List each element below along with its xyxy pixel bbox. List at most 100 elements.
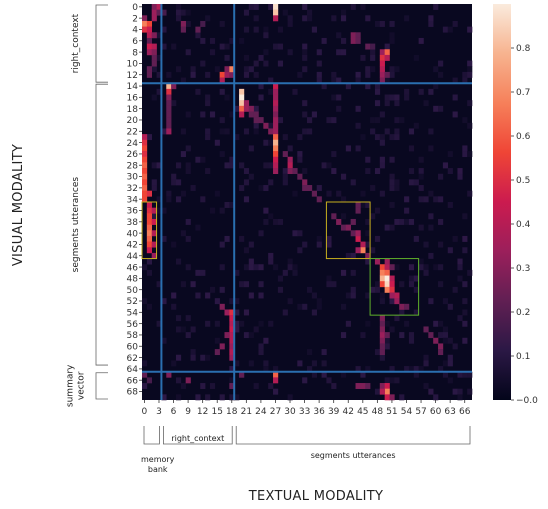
heatmap-cell: [273, 88, 279, 95]
x-group-label: bank: [148, 465, 168, 474]
heatmap-cell-bg: [428, 388, 434, 395]
heatmap-cell-bg: [384, 94, 390, 101]
heatmap-cell-bg: [404, 88, 410, 95]
heatmap-cell-bg: [307, 117, 313, 124]
heatmap-cell-bg: [428, 213, 434, 220]
heatmap-cell-bg: [219, 264, 225, 271]
heatmap-cell-bg: [467, 122, 473, 129]
y-tick-label: 56: [127, 320, 139, 330]
heatmap-cell: [273, 83, 279, 90]
heatmap-cell-bg: [384, 224, 390, 231]
heatmap-cell: [384, 269, 390, 276]
heatmap-cell-bg: [209, 49, 216, 56]
heatmap-cell: [384, 332, 390, 339]
heatmap-cell-bg: [277, 218, 284, 225]
heatmap-cell-bg: [234, 320, 240, 327]
heatmap-cell-bg: [418, 258, 424, 265]
heatmap-cell-bg: [205, 128, 211, 135]
heatmap-cell-bg: [156, 54, 162, 61]
heatmap-cell-bg: [180, 151, 186, 158]
heatmap-cell-bg: [379, 139, 385, 146]
heatmap-cell-bg: [243, 281, 250, 288]
heatmap-cell-bg: [408, 366, 415, 373]
heatmap-cell: [273, 151, 279, 158]
heatmap-cell-bg: [374, 281, 381, 288]
heatmap-cell-bg: [258, 54, 264, 61]
heatmap-cell-bg: [379, 134, 385, 141]
y-tick-label: 38: [127, 218, 139, 228]
heatmap-cell-bg: [302, 100, 308, 107]
heatmap-cell-bg: [331, 117, 337, 124]
heatmap-cell-bg: [340, 49, 347, 56]
heatmap-cell-bg: [171, 292, 177, 299]
heatmap-cell-bg: [219, 241, 225, 248]
heatmap-cell-bg: [413, 366, 419, 373]
heatmap-cell-bg: [428, 252, 434, 259]
heatmap-cell: [146, 224, 153, 231]
heatmap-cell: [370, 43, 376, 50]
heatmap-cell-bg: [282, 9, 288, 16]
heatmap-cell: [239, 371, 245, 378]
heatmap-cell: [224, 71, 230, 78]
heatmap-cell-bg: [404, 218, 410, 225]
y-tick-label: 28: [127, 161, 139, 171]
heatmap-cell-bg: [379, 298, 385, 305]
heatmap-cell-bg: [462, 298, 468, 305]
heatmap-cell-bg: [321, 371, 327, 378]
heatmap-cell: [229, 326, 235, 333]
heatmap-cell-bg: [195, 292, 201, 299]
y-tick-label: 50: [127, 286, 139, 296]
heatmap-cell-bg: [374, 207, 381, 214]
heatmap-cell-bg: [297, 230, 303, 237]
heatmap-cell: [146, 43, 153, 50]
heatmap-cell-bg: [234, 134, 240, 141]
heatmap-cell-bg: [350, 252, 356, 259]
heatmap-cell: [166, 83, 172, 90]
heatmap-cell-bg: [258, 264, 264, 271]
heatmap-cell-bg: [224, 54, 230, 61]
heatmap-cell: [394, 292, 400, 299]
heatmap-cell-bg: [161, 207, 167, 214]
heatmap-cell-bg: [345, 320, 351, 327]
heatmap-cell-bg: [263, 185, 269, 191]
heatmap-cell-bg: [142, 383, 148, 389]
heatmap-cell-bg: [408, 275, 415, 282]
heatmap-cell: [287, 156, 293, 163]
heatmap-cell-bg: [462, 371, 468, 378]
heatmap-cell-bg: [156, 88, 162, 95]
heatmap-cell-bg: [336, 32, 342, 39]
heatmap-cell-bg: [365, 156, 371, 163]
heatmap-cell-bg: [205, 394, 211, 401]
heatmap-cell-bg: [433, 4, 439, 10]
heatmap-cell-bg: [311, 292, 318, 299]
heatmap-cell-bg: [467, 190, 473, 197]
y-tick-label: 12: [127, 71, 138, 81]
heatmap-cell-bg: [156, 207, 162, 214]
heatmap-cell-bg: [282, 173, 288, 180]
heatmap-cell-bg: [433, 66, 439, 73]
heatmap-cell-bg: [224, 94, 230, 101]
heatmap-cell: [151, 218, 157, 225]
heatmap-cell-bg: [307, 15, 313, 22]
heatmap-cell-bg: [365, 218, 371, 225]
heatmap-cell-bg: [413, 371, 419, 378]
heatmap-cell-bg: [292, 88, 298, 95]
y-group-bracket: [95, 4, 108, 83]
heatmap-cell-bg: [214, 139, 220, 146]
heatmap-cell-bg: [452, 77, 458, 84]
heatmap-cell-bg: [340, 37, 347, 44]
heatmap-cell-bg: [340, 196, 347, 203]
heatmap-cell-bg: [350, 286, 356, 293]
heatmap-cell-bg: [331, 77, 337, 84]
heatmap-cell: [142, 162, 148, 169]
heatmap-cell-bg: [229, 111, 235, 118]
heatmap-cell: [248, 105, 254, 112]
heatmap-cell: [146, 26, 153, 33]
heatmap-cell-bg: [180, 326, 186, 333]
heatmap-cell-bg: [345, 252, 351, 259]
heatmap-cell-bg: [447, 168, 453, 175]
heatmap-cell-bg: [379, 20, 385, 27]
heatmap-cell-bg: [224, 202, 230, 208]
heatmap-cell-bg: [355, 145, 361, 152]
heatmap-cell-bg: [263, 337, 269, 344]
